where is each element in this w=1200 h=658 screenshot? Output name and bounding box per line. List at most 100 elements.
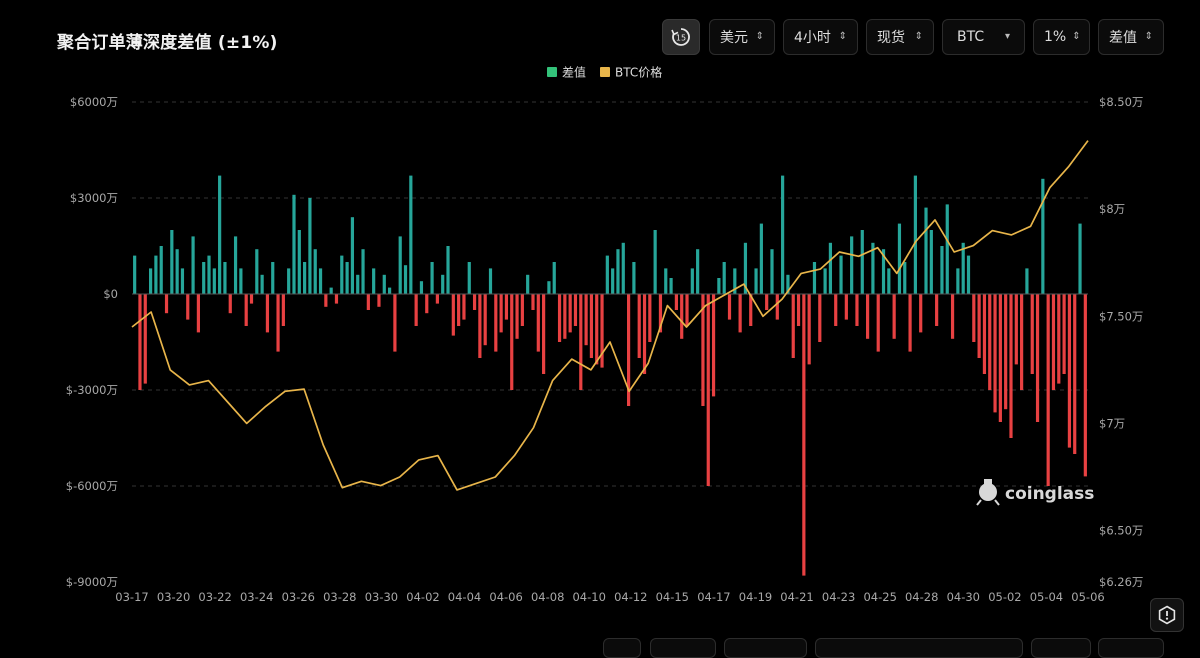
diff-bar-negative <box>706 294 710 486</box>
diff-bar-positive <box>781 175 785 294</box>
diff-bar-positive <box>669 278 673 294</box>
diff-bar-negative <box>557 294 562 342</box>
diff-bar-positive <box>356 274 360 294</box>
diff-bar-positive <box>313 249 317 294</box>
diff-bar-positive <box>770 249 774 294</box>
market-select[interactable]: 现货 ⇕ <box>866 19 934 55</box>
diff-bar-positive <box>717 278 721 294</box>
diff-bar-negative <box>834 294 838 326</box>
diff-bar-positive <box>345 262 349 294</box>
diff-bar-positive <box>419 281 424 294</box>
diff-bar-positive <box>1041 178 1045 294</box>
diff-bar-positive <box>1025 268 1029 294</box>
x-tick-label: 04-23 <box>822 590 855 604</box>
y-right-tick-label: $8万 <box>1099 202 1125 216</box>
svg-text:15: 15 <box>676 34 686 43</box>
diff-bar-negative <box>579 294 583 390</box>
diff-bar-positive <box>839 255 843 294</box>
depth-select[interactable]: 1% ⇕ <box>1033 19 1090 55</box>
diff-bar-positive <box>754 268 758 294</box>
y-left-tick-label: $0 <box>103 287 118 301</box>
y-left-tick-label: $-9000万 <box>66 575 118 589</box>
diff-bar-negative <box>738 294 742 333</box>
diff-bar-positive <box>467 262 471 294</box>
legend-label-price: BTC价格 <box>615 65 662 80</box>
diff-bar-positive <box>690 268 694 294</box>
y-left-tick-label: $3000万 <box>70 191 118 205</box>
diff-bar-negative <box>1020 294 1024 390</box>
diff-bar-negative <box>935 294 939 326</box>
diff-bar-negative <box>1014 294 1018 365</box>
symbol-value: BTC <box>957 29 985 45</box>
diff-bar-positive <box>812 262 817 294</box>
diff-bar-positive <box>180 268 185 294</box>
settings-button[interactable] <box>1150 598 1184 632</box>
y-right-tick-label: $6.50万 <box>1099 524 1143 538</box>
diff-bar-negative <box>265 294 270 333</box>
x-tick-label: 04-19 <box>739 590 772 604</box>
diff-bar-negative <box>1051 294 1056 390</box>
diff-bar-negative <box>600 294 604 368</box>
diff-bar-positive <box>403 265 408 294</box>
diff-bar-negative <box>892 294 896 339</box>
diff-bar-positive <box>303 262 307 294</box>
diff-bar-negative <box>228 294 232 314</box>
diff-bar-positive <box>616 249 620 294</box>
diff-bar-negative <box>982 294 987 374</box>
diff-bar-negative <box>276 294 280 352</box>
x-tick-label: 03-28 <box>323 590 356 604</box>
y-left-tick-label: $-3000万 <box>66 383 118 397</box>
diff-bar-negative <box>998 294 1002 422</box>
bottom-toolbar-button[interactable] <box>1031 638 1091 658</box>
updown-icon: ⇕ <box>755 31 764 42</box>
diff-bar-positive <box>966 255 971 294</box>
diff-bar-positive <box>340 255 344 294</box>
diff-bar-negative <box>186 294 190 320</box>
replay-15-button[interactable]: 15 <box>662 19 700 55</box>
diff-bar-positive <box>929 230 933 294</box>
bottom-toolbar-button[interactable] <box>650 638 716 658</box>
diff-bar-negative <box>536 294 540 352</box>
diff-bar-negative <box>366 294 370 310</box>
diff-bar-positive <box>743 242 748 294</box>
x-tick-label: 04-08 <box>531 590 564 604</box>
diff-bar-positive <box>441 274 445 294</box>
diff-bar-negative <box>435 294 439 304</box>
x-tick-label: 04-02 <box>406 590 439 604</box>
depth-value: 1% <box>1044 29 1067 45</box>
diff-bar-positive <box>956 268 960 294</box>
metric-select[interactable]: 差值 ⇕ <box>1098 19 1164 55</box>
interval-select[interactable]: 4小时 ⇕ <box>783 19 858 55</box>
caret-down-icon: ▾ <box>1004 31 1010 42</box>
currency-select[interactable]: 美元 ⇕ <box>709 19 775 55</box>
diff-bar-negative <box>908 294 912 352</box>
diff-bar-negative <box>377 294 381 307</box>
diff-bar-negative <box>584 294 588 346</box>
diff-bar-positive <box>372 268 376 294</box>
bottom-toolbar-button[interactable] <box>603 638 641 658</box>
diff-bar-negative <box>1083 294 1087 477</box>
diff-bar-positive <box>133 255 137 294</box>
diff-bar-negative <box>749 294 753 326</box>
diff-bar-negative <box>1030 294 1034 374</box>
symbol-select[interactable]: BTC ▾ <box>942 19 1025 55</box>
bottom-toolbar-button[interactable] <box>815 638 1023 658</box>
y-right-tick-label: $8.50万 <box>1099 95 1143 109</box>
diff-bar-positive <box>786 274 790 294</box>
diff-bar-positive <box>218 175 222 294</box>
diff-bar-positive <box>903 262 907 294</box>
diff-bar-negative <box>520 294 524 326</box>
x-tick-label: 03-22 <box>198 590 231 604</box>
diff-bar-positive <box>350 217 355 294</box>
diff-bar-negative <box>531 294 535 310</box>
diff-bar-positive <box>871 242 875 294</box>
bottom-toolbar-button[interactable] <box>1098 638 1164 658</box>
x-tick-label: 03-26 <box>282 590 315 604</box>
diff-bar-negative <box>563 294 567 339</box>
diff-bar-positive <box>961 242 965 294</box>
bottom-toolbar-button[interactable] <box>724 638 807 658</box>
diff-bar-negative <box>494 294 498 352</box>
diff-bar-positive <box>664 268 668 294</box>
x-tick-label: 03-30 <box>365 590 398 604</box>
